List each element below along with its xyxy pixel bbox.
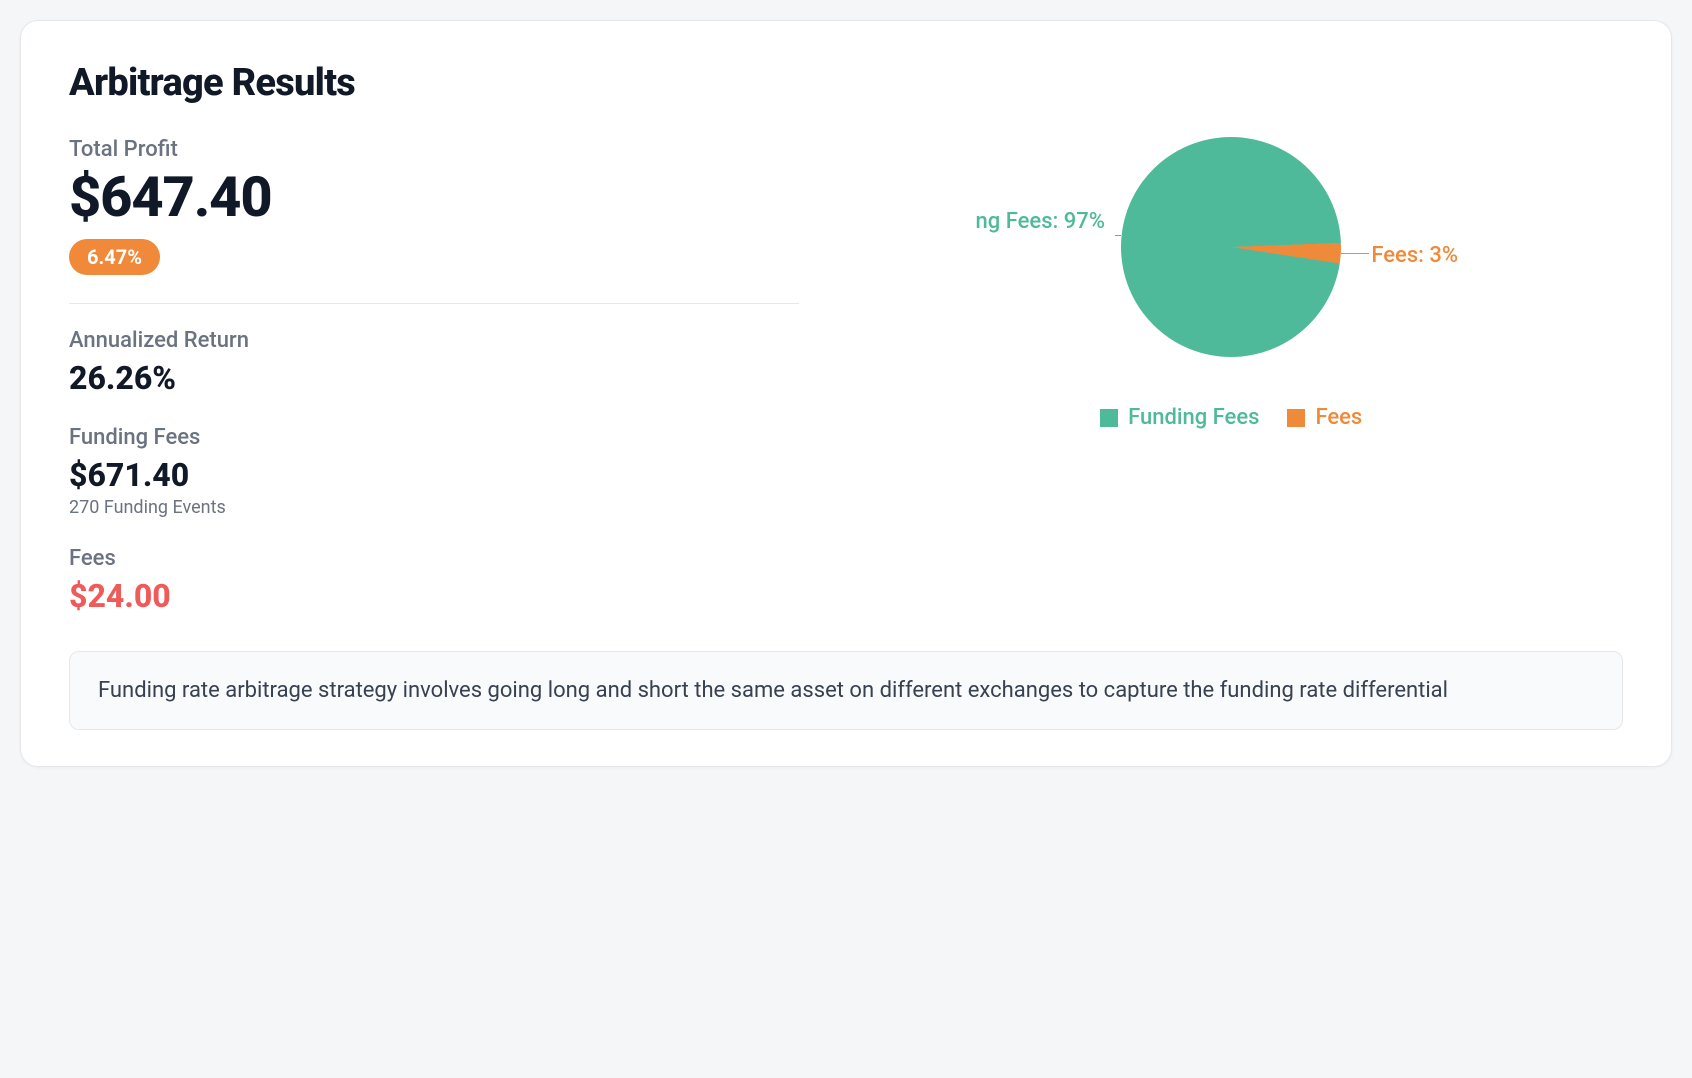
funding-fees-sub: 270 Funding Events: [69, 497, 799, 518]
chart-column: ng Fees: 97% Fees: 3% Funding Fees Fees: [839, 137, 1623, 615]
total-profit-badge: 6.47%: [69, 239, 160, 275]
total-profit-value: $647.40: [69, 168, 799, 227]
pie-chart: ng Fees: 97% Fees: 3%: [839, 137, 1623, 397]
card-content: Total Profit $647.40 6.47% Annualized Re…: [69, 137, 1623, 615]
pie-callout-fees: Fees: 3%: [1371, 243, 1458, 268]
legend-label: Fees: [1315, 405, 1362, 430]
funding-fees-label: Funding Fees: [69, 425, 799, 450]
strategy-note: Funding rate arbitrage strategy involves…: [69, 651, 1623, 730]
legend-item-fees: Fees: [1287, 405, 1362, 430]
chart-legend: Funding Fees Fees: [839, 405, 1623, 430]
fees-block: Fees $24.00: [69, 546, 799, 615]
funding-fees-block: Funding Fees $671.40 270 Funding Events: [69, 425, 799, 517]
card-title: Arbitrage Results: [69, 61, 1623, 105]
legend-swatch-icon: [1287, 409, 1305, 427]
annualized-return-value: 26.26%: [69, 359, 799, 397]
legend-item-funding-fees: Funding Fees: [1100, 405, 1259, 430]
divider: [69, 303, 799, 304]
fees-label: Fees: [69, 546, 799, 571]
pie-callout-line-right: [1341, 253, 1369, 254]
legend-label: Funding Fees: [1128, 405, 1259, 430]
metrics-column: Total Profit $647.40 6.47% Annualized Re…: [69, 137, 799, 615]
pie-callout-funding-fees: ng Fees: 97%: [976, 209, 1105, 234]
annualized-return-block: Annualized Return 26.26%: [69, 328, 799, 397]
total-profit-block: Total Profit $647.40 6.47%: [69, 137, 799, 275]
legend-swatch-icon: [1100, 409, 1118, 427]
pie-callout-line-left: [1115, 235, 1121, 236]
fees-value: $24.00: [69, 577, 799, 615]
arbitrage-results-card: Arbitrage Results Total Profit $647.40 6…: [20, 20, 1672, 767]
annualized-return-label: Annualized Return: [69, 328, 799, 353]
pie-slice-container: [1121, 137, 1341, 357]
funding-fees-value: $671.40: [69, 456, 799, 494]
page: Arbitrage Results Total Profit $647.40 6…: [0, 0, 1692, 787]
total-profit-label: Total Profit: [69, 137, 799, 162]
